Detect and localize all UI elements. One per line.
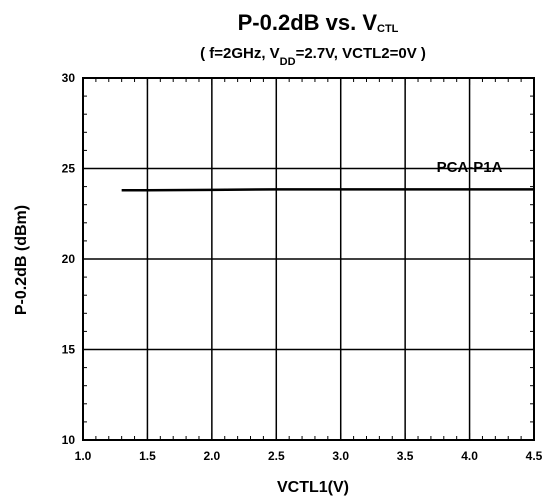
y-tick-label: 30	[62, 71, 76, 85]
x-tick-label: 2.0	[204, 449, 221, 463]
x-axis-label: VCTL1(V)	[277, 479, 349, 496]
grid	[83, 78, 534, 440]
y-tick-label: 10	[62, 433, 76, 447]
chart-subtitle-start: ( f=2GHz, V	[200, 45, 280, 62]
chart-title: P-0.2dB vs. VCTL	[238, 10, 399, 35]
x-tick-label: 3.5	[397, 449, 414, 463]
x-tick-label: 3.0	[332, 449, 349, 463]
series-line	[121, 188, 534, 192]
chart-subtitle-subscript: DD	[280, 56, 296, 68]
y-axis-label: P-0.2dB (dBm)	[13, 205, 30, 315]
x-tick-label: 4.5	[526, 449, 543, 463]
x-tick-label: 2.5	[268, 449, 285, 463]
y-tick-label: 20	[62, 252, 76, 266]
x-tick-label: 1.5	[139, 449, 156, 463]
chart-title-main: P-0.2dB vs. V	[238, 10, 378, 35]
y-tick-label: 15	[62, 343, 76, 357]
chart-subtitle: ( f=2GHz, VDD=2.7V, VCTL2=0V )	[200, 45, 426, 68]
plot-frame	[82, 77, 535, 441]
chart-title-main-subscript: CTL	[377, 23, 399, 35]
x-tick-label: 1.0	[75, 449, 92, 463]
series-label: PCA-P1A	[437, 159, 503, 176]
y-tick-labels: 10 15 20 25 30	[62, 71, 76, 447]
x-tick-labels: 1.0 1.5 2.0 2.5 3.0 3.5 4.0 4.5	[75, 449, 543, 463]
x-tick-label: 4.0	[461, 449, 478, 463]
series-layer: PCA-P1A	[121, 159, 534, 192]
y-tick-label: 25	[62, 162, 76, 176]
chart-subtitle-end: =2.7V, VCTL2=0V )	[296, 45, 426, 62]
